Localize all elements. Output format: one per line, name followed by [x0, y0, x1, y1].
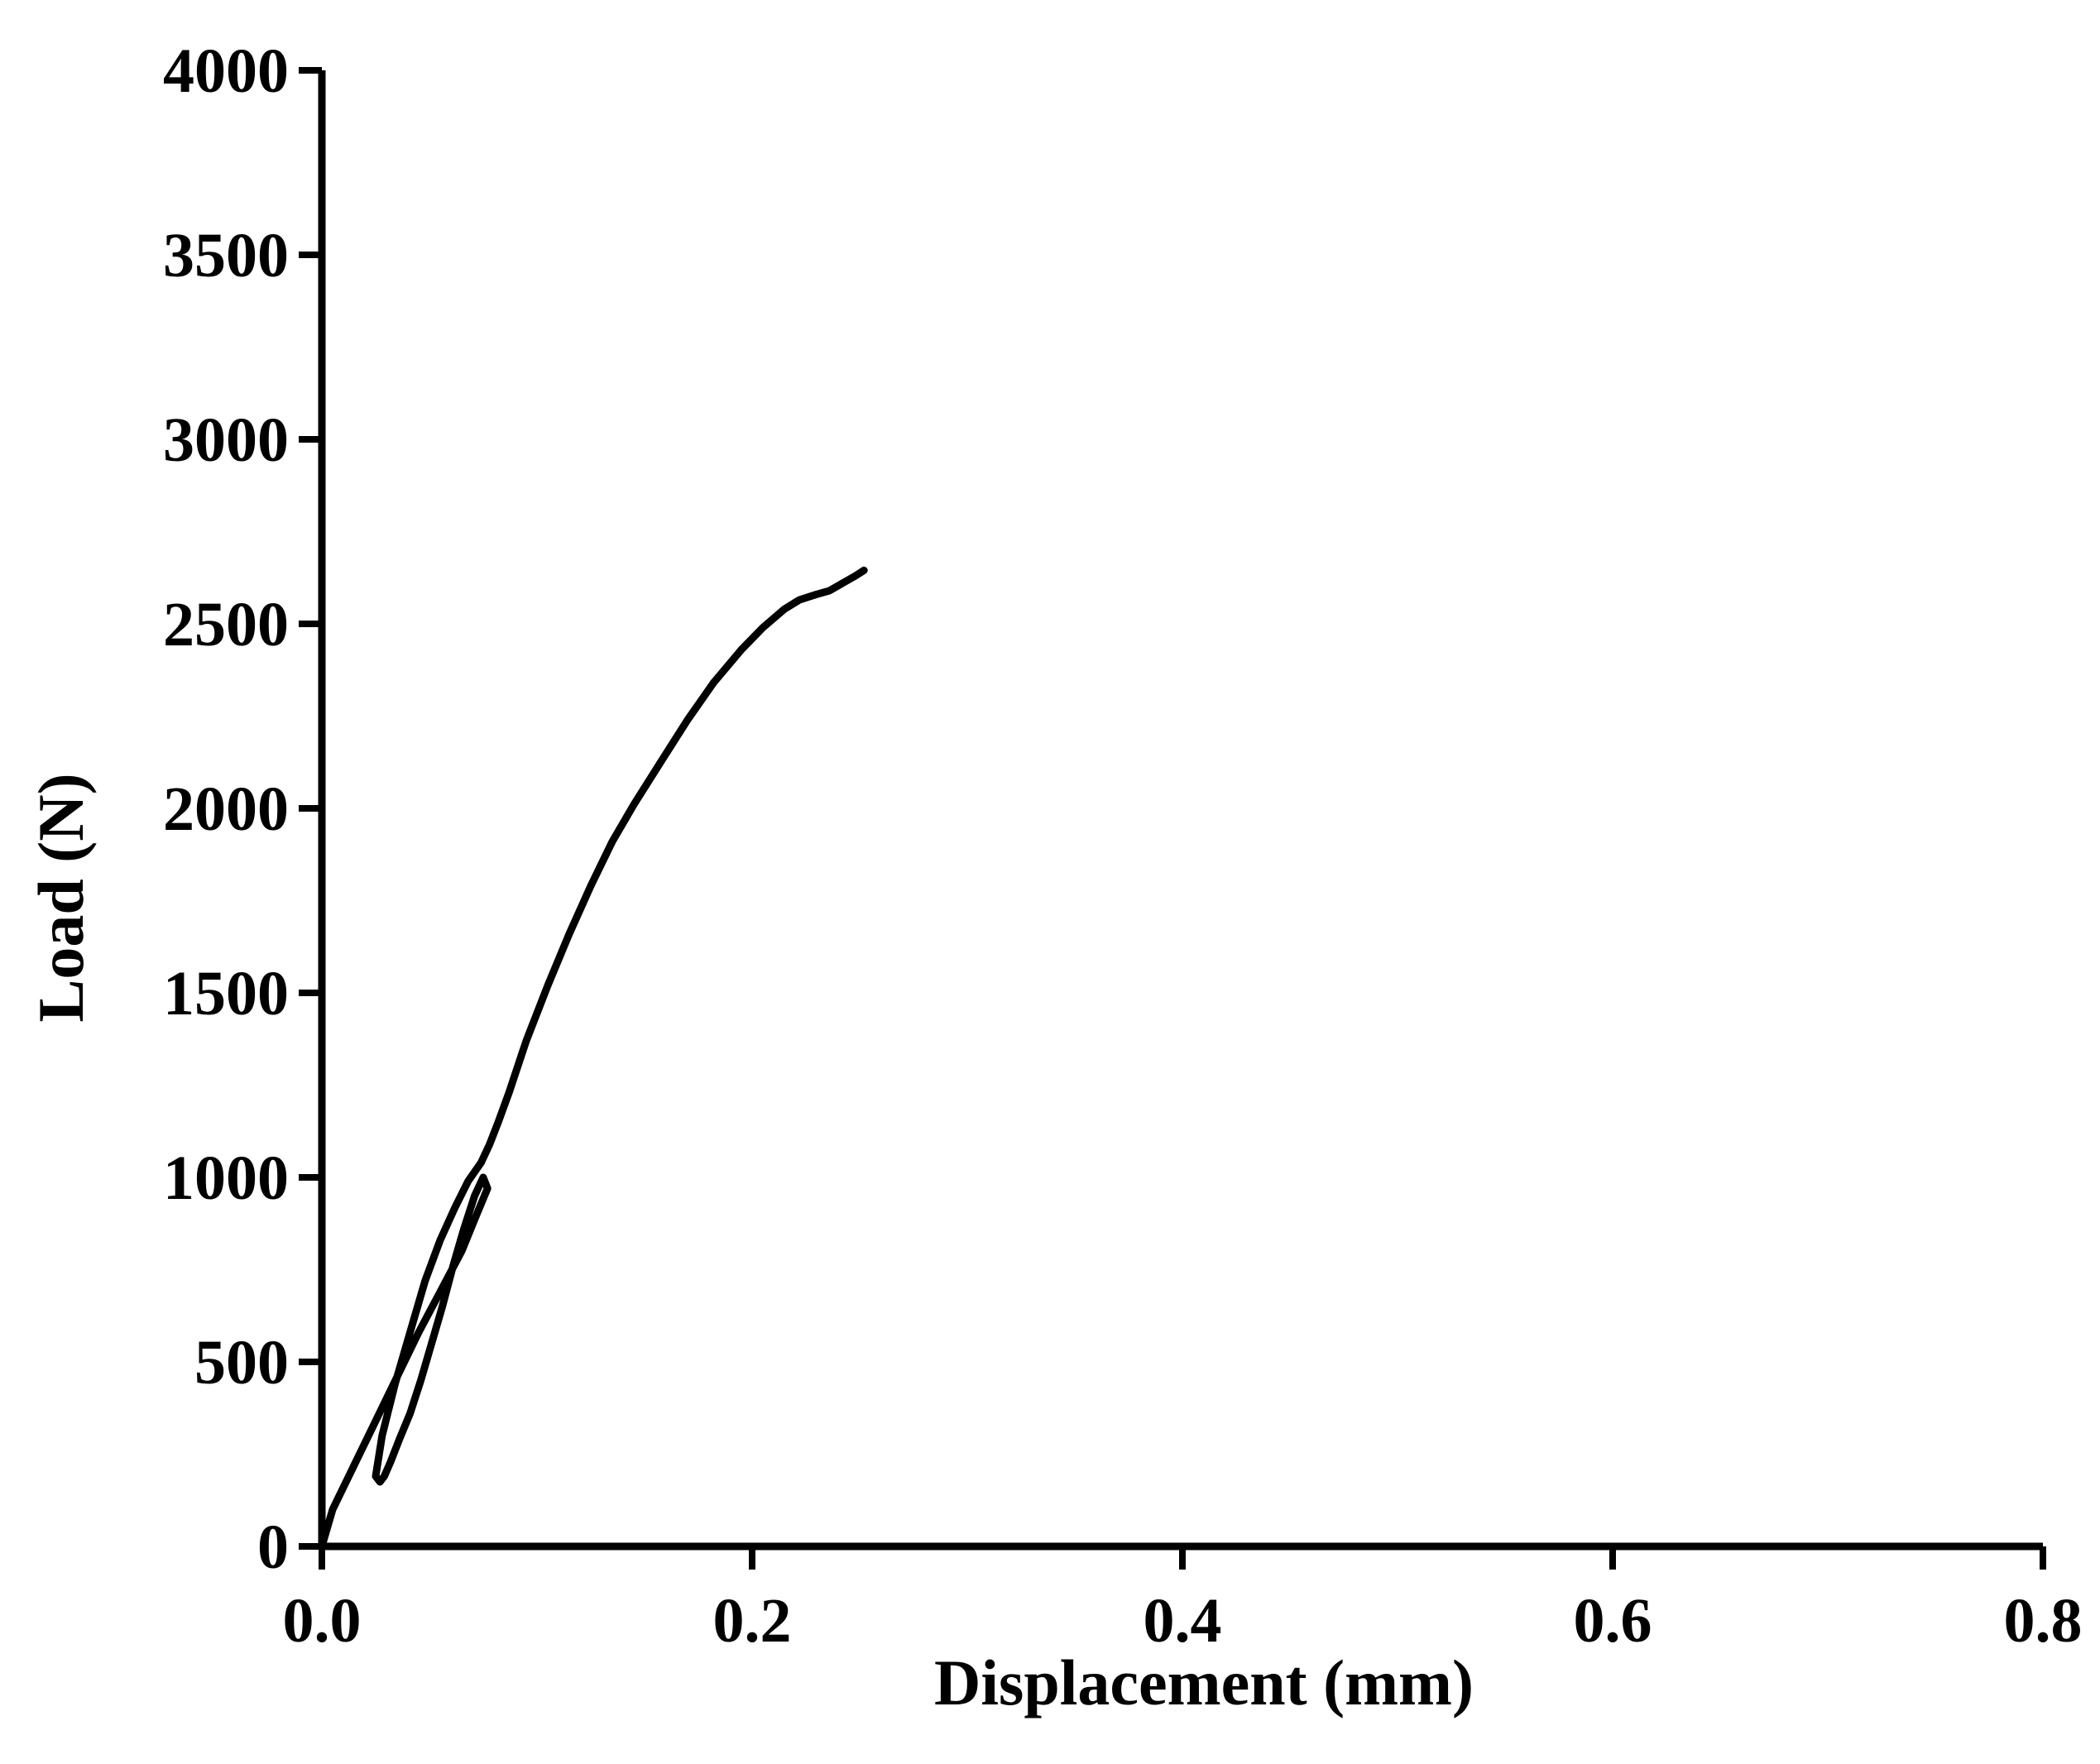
x-tick-label: 0.0: [283, 1586, 362, 1656]
y-tick-label: 2000: [163, 774, 289, 844]
x-tick-label: 0.6: [1574, 1586, 1652, 1656]
y-tick-label: 2500: [163, 590, 289, 659]
y-tick-label: 3500: [163, 221, 289, 290]
y-tick-label: 1500: [163, 959, 289, 1028]
plot-area: [318, 566, 868, 1551]
x-tick-label: 0.4: [1143, 1586, 1222, 1656]
axes: 0 500 1000 1500 2000 2500 3000 3500 4000 0.0 0.2 0.…: [163, 36, 2083, 1656]
x-axis-title: Displacement (mm): [934, 1647, 1474, 1718]
y-tick-label: 0: [257, 1512, 289, 1582]
y-tick-label: 500: [194, 1328, 289, 1397]
y-tick-label: 4000: [163, 36, 289, 106]
y-axis-title: Load (N): [25, 773, 97, 1022]
y-tick-label: 1000: [163, 1143, 289, 1213]
x-tick-label: 0.2: [713, 1586, 792, 1656]
series-line: [318, 566, 868, 1551]
x-tick-label: 0.8: [2004, 1586, 2083, 1656]
y-tick-label: 3000: [163, 405, 289, 475]
